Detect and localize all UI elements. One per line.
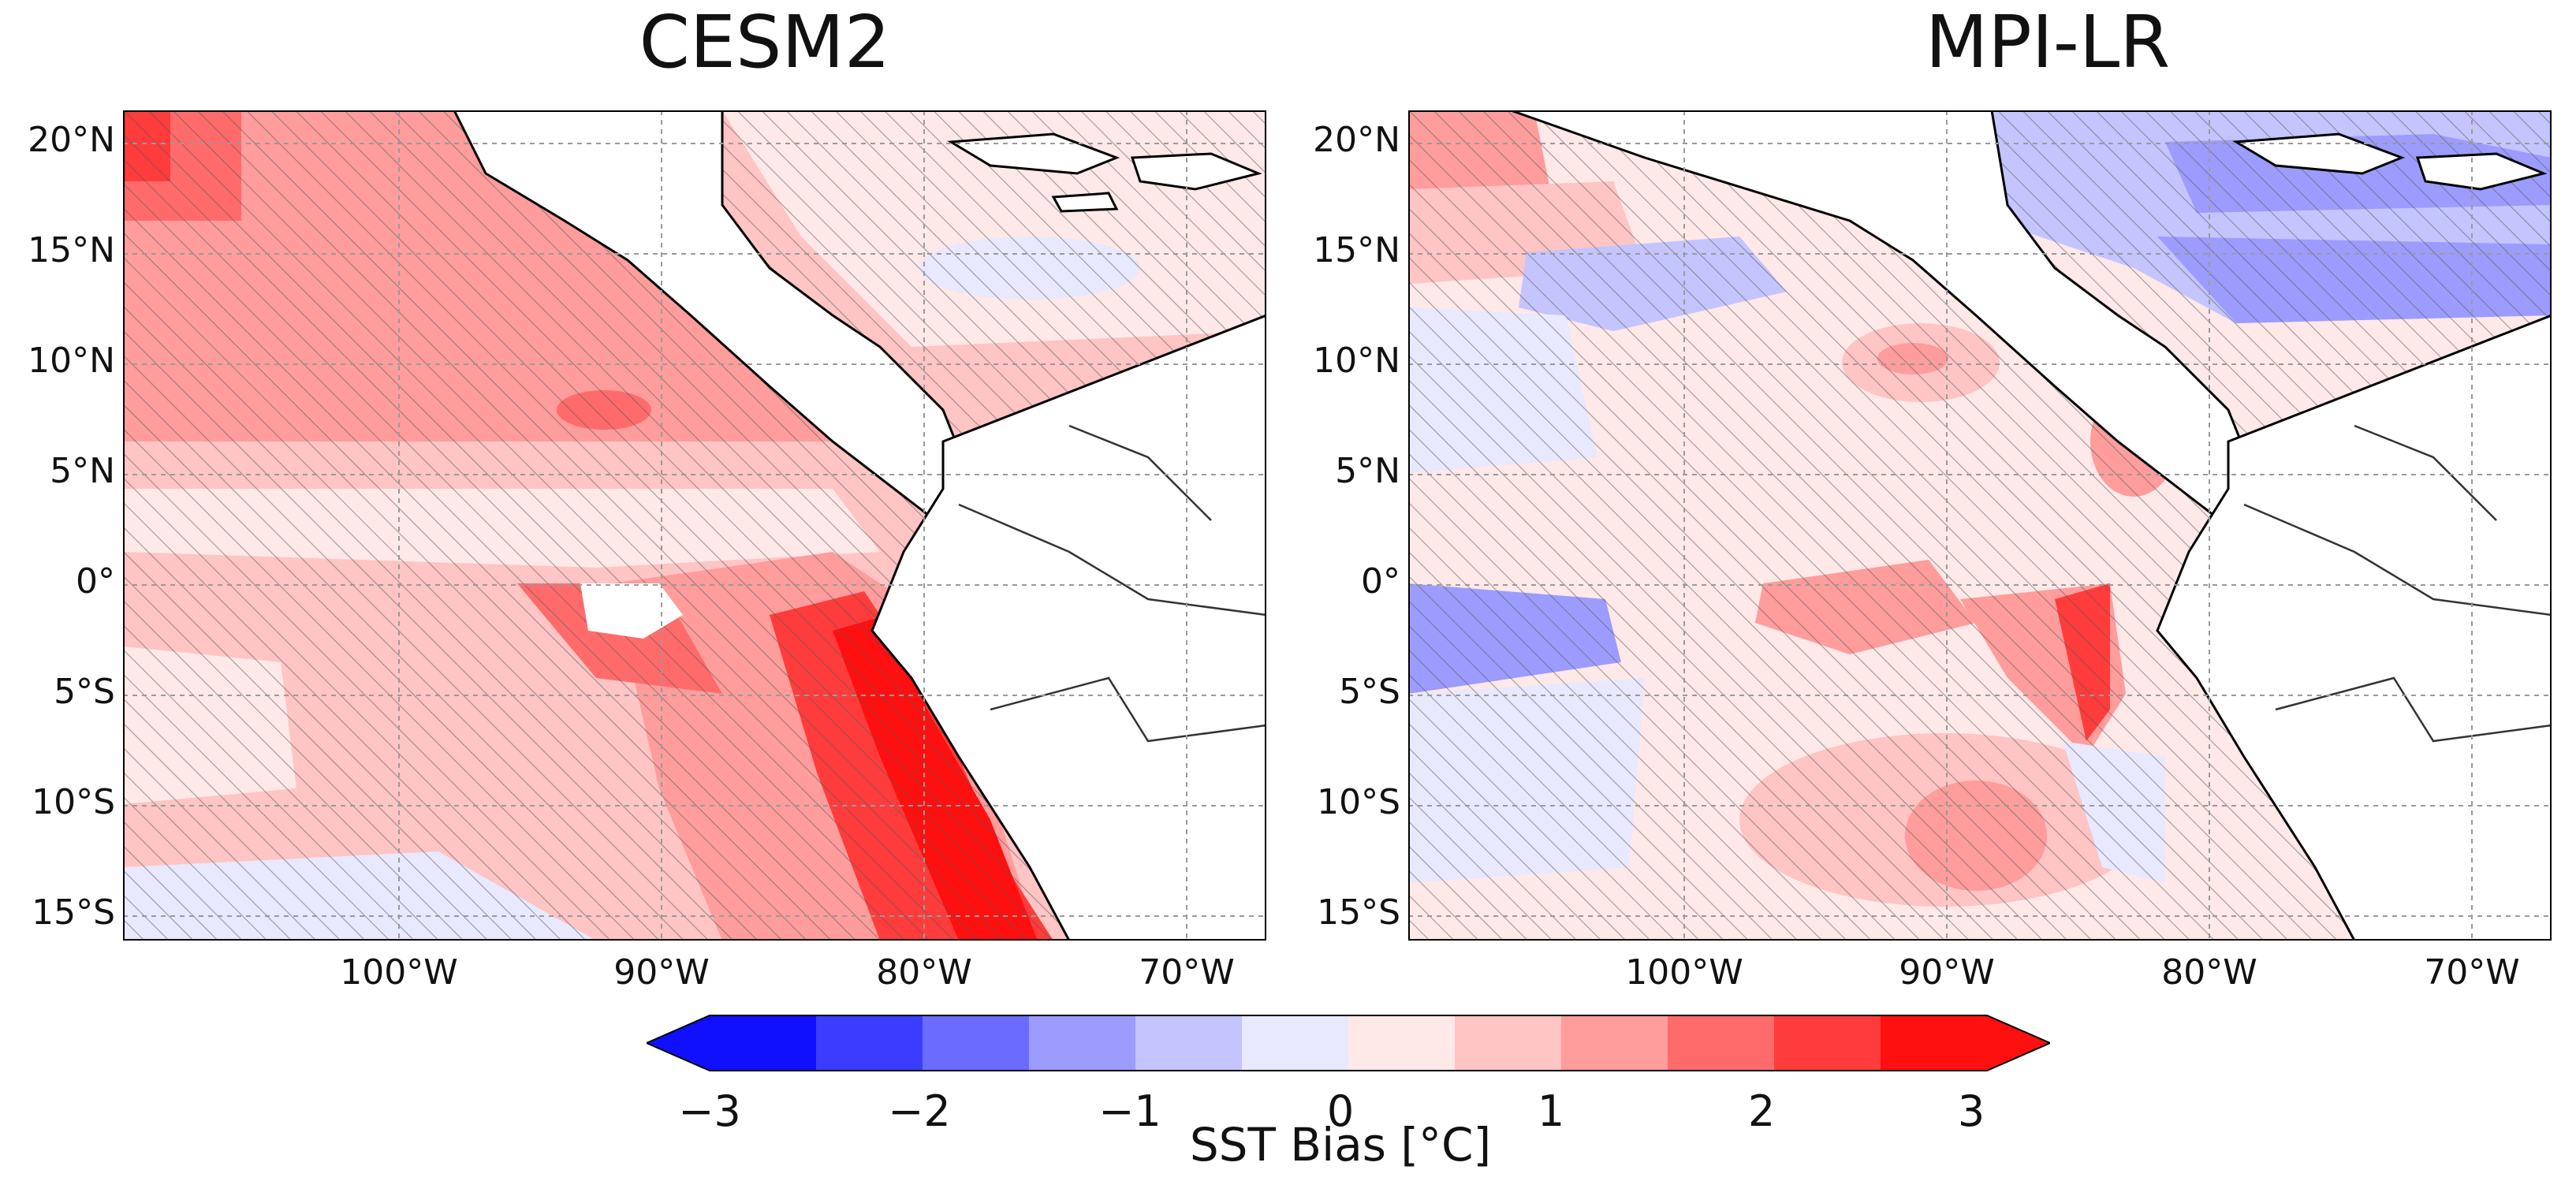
lat-label-left: 10°S xyxy=(32,782,115,822)
colorbar-segment xyxy=(1561,1015,1668,1071)
panel-title-mpi-lr: MPI-LR xyxy=(1925,0,2171,84)
lon-label-left: 80°W xyxy=(876,952,972,993)
lat-label-left: 20°N xyxy=(28,120,115,160)
lat-label-left: 15°S xyxy=(32,892,115,933)
lon-label-right: 80°W xyxy=(2161,952,2257,993)
colorbar-segment xyxy=(1348,1015,1456,1071)
colorbar-tick: −1 xyxy=(1098,1086,1161,1136)
lat-label-left: 10°N xyxy=(28,341,115,381)
lat-label-left: 5°N xyxy=(50,451,115,491)
lat-label-left: 0° xyxy=(76,561,115,602)
cuba-landmass xyxy=(947,132,1120,175)
country-border xyxy=(1068,424,1212,521)
colorbar-label: SST Bias [°C] xyxy=(1189,1118,1492,1172)
colorbar-segment xyxy=(1135,1015,1243,1071)
gridlines xyxy=(123,110,1266,941)
colorbar-segment xyxy=(1668,1015,1775,1071)
colorbar-extend-high xyxy=(1987,1015,2050,1071)
south-america-landmass xyxy=(2156,314,2552,941)
colorbar-tick: −3 xyxy=(678,1086,741,1136)
hispaniola-landmass xyxy=(1130,152,1262,191)
lon-label-right: 90°W xyxy=(1899,952,1995,993)
colorbar-segment xyxy=(1881,1015,1988,1071)
map-panel-cesm2 xyxy=(123,110,1266,941)
lat-label-right: 15°N xyxy=(1313,230,1400,270)
colorbar-extend-low xyxy=(647,1015,710,1071)
lat-label-right: 15°S xyxy=(1317,892,1400,933)
colorbar-svg xyxy=(644,1015,2052,1071)
lat-label-right: 20°N xyxy=(1313,120,1400,160)
lat-label-left: 15°N xyxy=(28,230,115,270)
colorbar-tick: 0 xyxy=(1326,1086,1355,1136)
colorbar-segment xyxy=(923,1015,1030,1071)
lon-label-right: 70°W xyxy=(2424,952,2520,993)
lon-label-left: 90°W xyxy=(613,952,710,993)
colorbar-tick: 2 xyxy=(1747,1086,1776,1136)
gridlines xyxy=(1408,110,2552,941)
lon-label-left: 70°W xyxy=(1139,952,1235,993)
lat-label-right: 5°S xyxy=(1339,672,1400,712)
lat-label-right: 10°N xyxy=(1313,341,1400,381)
colorbar xyxy=(644,1008,2052,1079)
colorbar-segment xyxy=(1029,1015,1136,1071)
lat-label-right: 10°S xyxy=(1317,782,1400,822)
colorbar-segment xyxy=(1774,1015,1881,1071)
galapagos-patch xyxy=(580,583,683,639)
lat-label-right: 5°N xyxy=(1335,451,1400,491)
colorbar-segment xyxy=(1455,1015,1562,1071)
country-border xyxy=(2354,424,2497,521)
south-america-landmass xyxy=(870,314,1266,941)
jamaica-landmass xyxy=(1051,192,1119,213)
map-mpi-lr xyxy=(1408,110,2552,941)
colorbar-tick: −2 xyxy=(888,1086,951,1136)
lat-label-left: 5°S xyxy=(54,672,115,712)
hispaniola-landmass xyxy=(2415,152,2548,191)
panel-title-cesm2: CESM2 xyxy=(639,0,891,84)
colorbar-tick: 3 xyxy=(1957,1086,1985,1136)
country-border xyxy=(2243,503,2552,617)
colorbar-segment xyxy=(710,1015,817,1071)
map-panel-mpi-lr xyxy=(1408,110,2552,941)
lat-label-right: 0° xyxy=(1361,561,1400,602)
colorbar-segment xyxy=(1242,1015,1349,1071)
colorbar-tick: 1 xyxy=(1537,1086,1565,1136)
colorbar-segment xyxy=(816,1015,923,1071)
country-border xyxy=(958,503,1266,617)
map-cesm2 xyxy=(123,110,1266,941)
lon-label-right: 100°W xyxy=(1625,952,1743,993)
lon-label-left: 100°W xyxy=(340,952,458,993)
cuba-landmass xyxy=(2232,132,2406,175)
country-border xyxy=(990,676,1266,743)
country-border xyxy=(2275,676,2552,743)
